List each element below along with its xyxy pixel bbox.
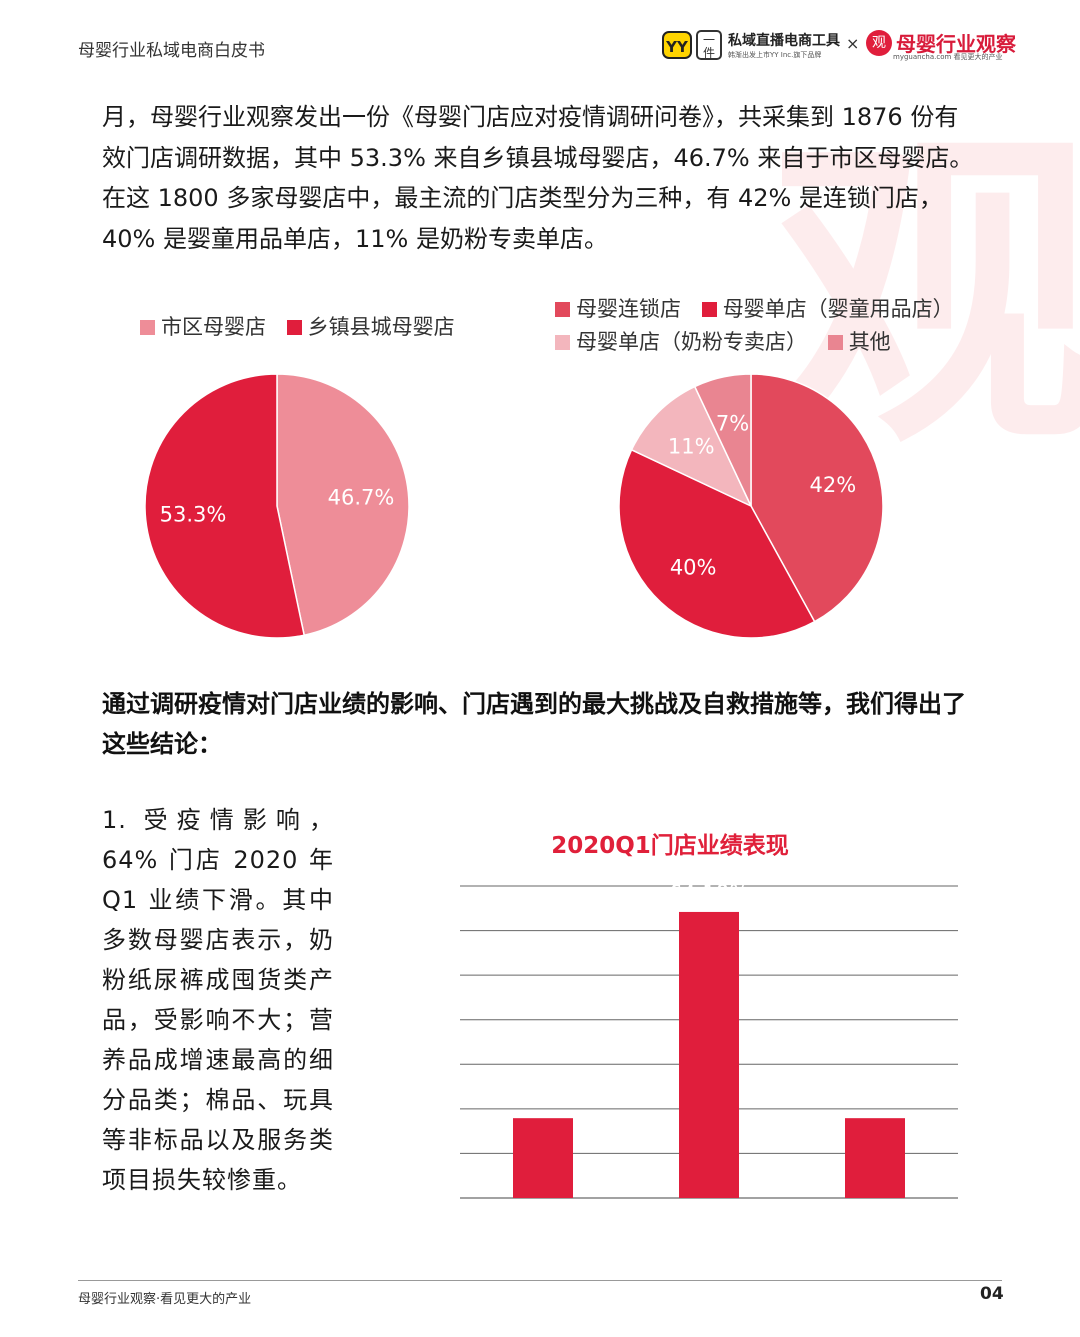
brand-name: 母婴行业观察 [896, 32, 1016, 56]
y-tick-label: 10.00% [372, 1142, 452, 1166]
y-tick-label: 20.00% [372, 1098, 452, 1122]
x-category-label: 与去年同期持平 [802, 1209, 949, 1233]
bar-chart-title: 2020Q1门店业绩表现 [551, 833, 789, 859]
legend-item: 母婴单店（婴童用品店） [701, 297, 954, 321]
legend-swatch [555, 302, 570, 317]
legend-item: 母婴连锁店 [555, 297, 681, 321]
pie2-legend-row2: 母婴单店（奶粉专卖店） 其他 [555, 326, 905, 356]
store-location-pie-chart: 46.7% 53.3% [144, 373, 410, 639]
pie-slice [750, 373, 884, 623]
footer-text: 母婴行业观察·看见更大的产业 [78, 1292, 252, 1307]
y-tick-label: 60.00% [372, 920, 452, 944]
brand-tool-name: 私域直播电商工具 [728, 33, 840, 49]
legend-label: 母婴单店（奶粉专卖店） [576, 330, 807, 354]
legend-label: 乡镇县城母婴店 [307, 315, 455, 339]
document-title: 母婴行业私域电商白皮书 [78, 41, 265, 61]
footer-divider [78, 1280, 1002, 1281]
bar [513, 1118, 573, 1198]
pie-data-label: 40% [670, 556, 717, 580]
legend-label: 市区母婴店 [161, 315, 266, 339]
bar [845, 1118, 905, 1198]
brand-tool-subtitle: 韩渐出发上市YY Inc.旗下品牌 [728, 51, 822, 59]
yijian-logo: 一件 [696, 30, 722, 60]
guancha-logo-icon: 观 [866, 30, 892, 56]
y-tick-label: 30.00% [372, 1053, 452, 1077]
legend-item: 乡镇县城母婴店 [286, 315, 455, 339]
y-tick-label: 40.00% [372, 1009, 452, 1033]
pie-data-label: 11% [668, 434, 715, 458]
legend-swatch [140, 320, 155, 335]
y-tick-label: 70.00% [372, 875, 452, 899]
legend-swatch [286, 320, 302, 335]
pie-data-label: 53.3% [160, 503, 227, 527]
bar-value-label: 17.91% [835, 1087, 915, 1111]
pie1-legend: 市区母婴店 乡镇县城母婴店 [140, 311, 469, 341]
pie-slice [276, 373, 410, 637]
bar [679, 911, 739, 1198]
bar-value-label: 17.91% [503, 1087, 583, 1111]
brand-url: myguancha.com 看见更大的产业 [893, 53, 1003, 61]
pie-slice [618, 448, 816, 639]
x-category-label: 下降 [688, 1209, 730, 1233]
legend-label: 其他 [848, 330, 891, 354]
legend-swatch [555, 335, 570, 350]
legend-label: 母婴单店（婴童用品店） [722, 297, 954, 321]
y-tick-label: 50.00% [372, 964, 452, 988]
conclusion-heading: 通过调研疫情对门店业绩的影响、门店遇到的最大挑战及自救措施等，我们得出了这些结论… [102, 690, 966, 758]
page-number: 04 [980, 1284, 1004, 1304]
legend-swatch [701, 302, 717, 317]
brand-separator: × [846, 34, 860, 53]
pie-data-label: 7% [716, 412, 749, 436]
pie-slice [693, 373, 752, 507]
pie-slice [630, 385, 753, 508]
pie-data-label: 42% [809, 473, 856, 497]
yy-logo: YY [662, 31, 692, 59]
pie2-legend: 母婴连锁店 母婴单店（婴童用品店） [555, 293, 968, 323]
pie-slice [144, 373, 306, 639]
legend-label: 母婴连锁店 [576, 297, 681, 321]
finding-1-paragraph: 1. 受疫情影响，64% 门店 2020 年 Q1 业绩下滑。其中多数母婴店表示… [102, 806, 334, 1194]
x-category-label: 上升 [522, 1209, 564, 1233]
performance-bar-chart: 0.00% 10.00% 20.00% 30.00% 40.00% 50.00% 60.00… [372, 875, 958, 1233]
y-tick-label: 0.00% [385, 1187, 452, 1211]
legend-item: 母婴单店（奶粉专卖店） [555, 330, 807, 354]
intro-paragraph: 月，母婴行业观察发出一份《母婴门店应对疫情调研问卷》，共采集到 1876 份有效… [102, 103, 974, 253]
legend-item: 市区母婴店 [140, 315, 266, 339]
legend-item: 其他 [827, 330, 891, 354]
legend-swatch [827, 335, 843, 350]
pie-data-label: 46.7% [328, 485, 395, 509]
bar-value-label: 64.18% [669, 881, 749, 905]
store-type-pie-chart: 42% 40% 11%7% [618, 373, 884, 639]
